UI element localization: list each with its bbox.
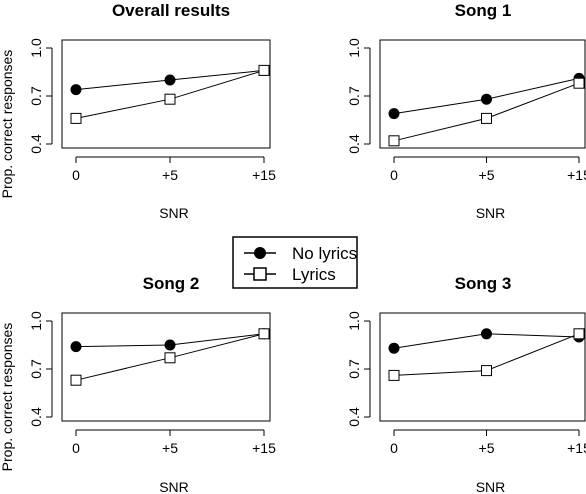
plot-frame: [61, 39, 271, 149]
data-point-no-lyrics: [70, 84, 82, 96]
x-tick-label: +5: [479, 440, 495, 456]
y-tick-label: 0.4: [28, 134, 44, 154]
data-point-no-lyrics: [481, 328, 492, 340]
x-tick-label: +15: [567, 440, 586, 456]
y-tick-label: 0.7: [346, 86, 362, 106]
data-point-lyrics: [70, 112, 82, 124]
data-point-no-lyrics: [164, 339, 176, 351]
x-tick-label: 0: [390, 440, 398, 456]
data-point-lyrics: [388, 369, 400, 381]
panel-4: Song 3 0 +5 +15 SNR 0.4 0.7 1.0: [346, 274, 586, 494]
legend-marker-open-square: [253, 267, 267, 281]
data-point-no-lyrics: [481, 93, 492, 105]
data-point-lyrics: [258, 64, 270, 76]
panel-title: Song 3: [455, 274, 512, 293]
y-tick-label: 1.0: [346, 311, 362, 331]
y-tick-label: 1.0: [28, 311, 44, 331]
panel-2: Song 1 0 +5 +15 SNR 0.4 0.7 1.0: [346, 1, 586, 221]
series-line-lyrics: [393, 82, 580, 142]
y-tick-label: 1.0: [346, 38, 362, 58]
y-tick-label: 1.0: [28, 38, 44, 58]
x-tick-label: +5: [162, 167, 178, 183]
data-point-lyrics: [164, 93, 176, 105]
x-axis-label: SNR: [159, 479, 189, 494]
data-point-no-lyrics: [388, 342, 400, 354]
data-point-lyrics: [70, 374, 82, 386]
legend: No lyrics Lyrics: [232, 236, 358, 289]
data-point-lyrics: [258, 328, 270, 340]
y-tick-label: 0.4: [346, 407, 362, 427]
x-axis-label: SNR: [476, 479, 506, 494]
x-tick-label: 0: [72, 167, 80, 183]
y-tick-label: 0.7: [28, 86, 44, 106]
x-tick-label: +5: [479, 167, 495, 183]
panel-title: Overall results: [112, 1, 230, 20]
x-tick-label: 0: [390, 167, 398, 183]
data-point-no-lyrics: [164, 74, 176, 86]
data-point-lyrics: [481, 112, 492, 124]
plot-frame: [61, 312, 271, 422]
x-tick-label: +15: [252, 440, 276, 456]
data-point-lyrics: [481, 365, 492, 377]
y-tick-label: 0.7: [28, 359, 44, 379]
data-point-lyrics: [573, 77, 585, 89]
legend-label: Lyrics: [292, 265, 336, 284]
plot-frame: [379, 39, 586, 149]
panel-title: Song 2: [143, 274, 200, 293]
panel-3: Song 2 0 +5 +15 SNR 0.4 0.7 1.0 Prop. correct re…: [0, 274, 276, 494]
data-point-lyrics: [573, 328, 585, 340]
x-tick-label: 0: [72, 440, 80, 456]
x-axis-label: SNR: [159, 205, 189, 221]
panel-title: Song 1: [455, 1, 512, 20]
x-tick-label: +5: [162, 440, 178, 456]
y-axis-label: Prop. correct responses: [0, 323, 15, 472]
legend-marker-filled-circle: [254, 247, 266, 259]
x-tick-label: +15: [252, 167, 276, 183]
y-tick-label: 0.4: [346, 134, 362, 154]
y-axis-label: Prop. correct responses: [0, 50, 15, 199]
legend-label: No lyrics: [292, 244, 357, 263]
plot-frame: [379, 312, 586, 422]
data-point-no-lyrics: [70, 341, 82, 353]
panel-1: Overall results 0 +5 +15 SNR 0.4 0.7 1.0 Prop. c…: [0, 1, 276, 221]
data-point-lyrics: [388, 135, 400, 147]
x-tick-label: +15: [567, 167, 586, 183]
data-point-lyrics: [164, 352, 176, 364]
y-tick-label: 0.7: [346, 359, 362, 379]
data-point-no-lyrics: [388, 108, 400, 120]
y-tick-label: 0.4: [28, 407, 44, 427]
x-axis-label: SNR: [476, 205, 506, 221]
